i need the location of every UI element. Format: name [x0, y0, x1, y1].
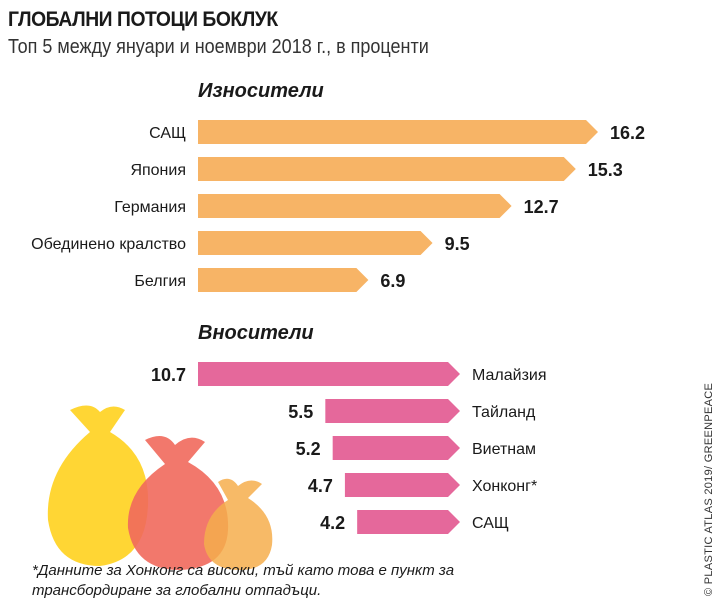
exporter-value-label: 6.9	[380, 271, 405, 291]
importer-category-label: Малайзия	[472, 367, 547, 384]
exporter-bar	[198, 231, 433, 255]
importers-heading: Вносители	[198, 322, 314, 344]
importer-value-label: 10.7	[151, 365, 186, 385]
importer-bar	[344, 473, 460, 497]
exporters-bars: САЩ 16.2 Япония 15.3 Германия 12.7 Обединено к…	[31, 120, 645, 292]
yellow-bag-icon	[47, 405, 149, 566]
exporter-category-label: Белгия	[134, 273, 186, 290]
importer-bar	[325, 399, 460, 423]
exporter-bar	[198, 157, 576, 181]
red-bag-icon	[127, 436, 229, 570]
exporter-bar	[198, 120, 598, 144]
exporter-value-label: 15.3	[588, 160, 623, 180]
importers-bars: 10.7 Малайзия 5.5 Тайланд 5.2 Виетнам 4.7 Хонко…	[151, 362, 547, 534]
page-title: ГЛОБАЛНИ ПОТОЦИ БОКЛУК	[8, 8, 278, 31]
importer-category-label: Хонконг*	[472, 478, 537, 495]
footnote: *Данните за Хонконг са високи, тъй като …	[32, 562, 455, 599]
importer-value-label: 4.2	[320, 513, 345, 533]
importer-value-label: 4.7	[308, 476, 333, 496]
exporter-category-label: САЩ	[149, 125, 186, 142]
importer-value-label: 5.5	[288, 402, 313, 422]
exporter-category-label: Германия	[114, 199, 186, 216]
exporter-value-label: 9.5	[445, 234, 470, 254]
exporter-category-label: Обединено кралство	[31, 236, 186, 253]
importer-category-label: Тайланд	[472, 404, 536, 421]
garbage-bags-illustration	[47, 405, 273, 570]
exporter-category-label: Япония	[130, 162, 186, 179]
credit-text: © PLASTIC ATLAS 2019/ GREENPEACE	[703, 382, 715, 596]
orange-bag-icon	[204, 478, 273, 570]
exporter-value-label: 16.2	[610, 123, 645, 143]
importer-bar	[357, 510, 460, 534]
page-subtitle: Топ 5 между януари и ноември 2018 г., в …	[8, 36, 429, 58]
exporter-value-label: 12.7	[524, 197, 559, 217]
importer-category-label: САЩ	[472, 515, 509, 532]
importer-value-label: 5.2	[296, 439, 321, 459]
exporter-bar	[198, 268, 369, 292]
importer-bar	[198, 362, 460, 386]
importer-bar	[332, 436, 460, 460]
exporters-heading: Износители	[198, 80, 324, 102]
exporter-bar	[198, 194, 512, 218]
importer-category-label: Виетнам	[472, 441, 536, 458]
